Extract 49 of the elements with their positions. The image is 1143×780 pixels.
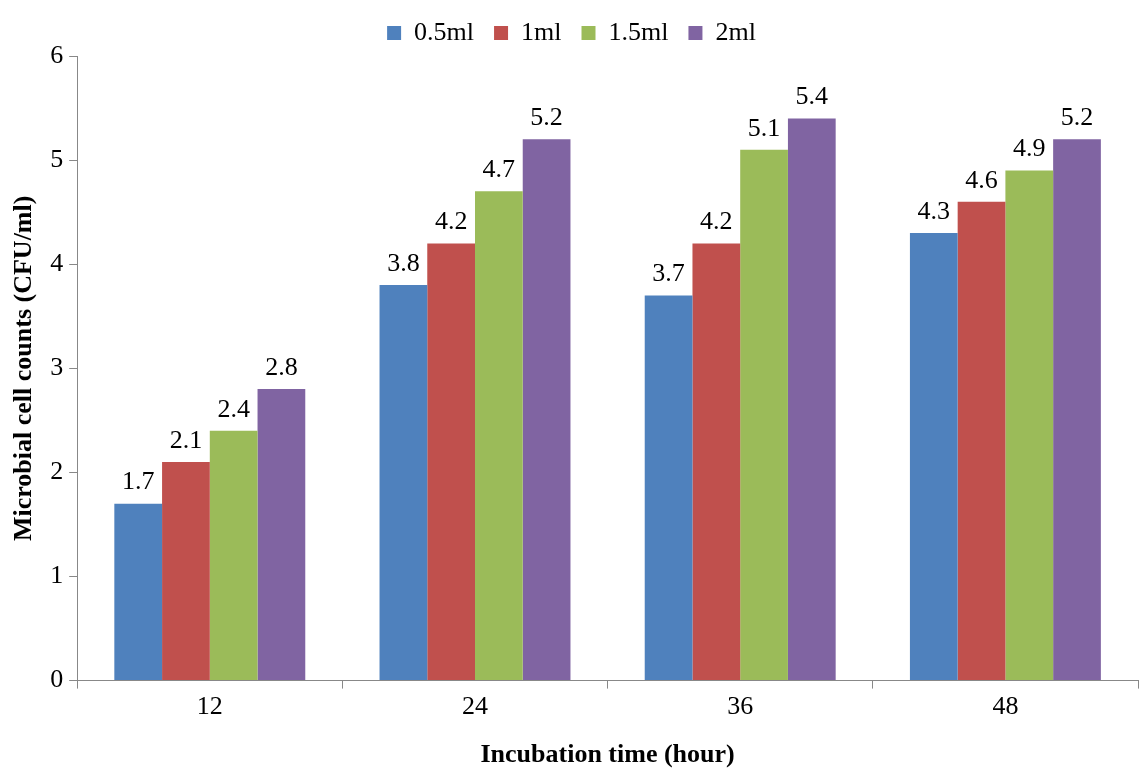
data-label: 5.1 bbox=[747, 112, 781, 142]
x-axis-title: Incubation time (hour) bbox=[480, 739, 735, 769]
data-label: 4.6 bbox=[965, 164, 998, 194]
y-tick-label: 2 bbox=[50, 456, 64, 486]
y-tick-label: 3 bbox=[50, 352, 64, 382]
bar bbox=[427, 243, 475, 681]
data-label: 4.3 bbox=[917, 195, 951, 225]
data-label: 2.4 bbox=[217, 393, 250, 423]
y-tick-label: 0 bbox=[50, 664, 64, 694]
data-label: 4.9 bbox=[1013, 133, 1046, 163]
bar bbox=[740, 149, 788, 681]
bar bbox=[644, 295, 693, 681]
bar bbox=[522, 139, 571, 681]
bar bbox=[1005, 170, 1054, 681]
bar bbox=[379, 285, 428, 681]
legend-label: 1ml bbox=[521, 16, 562, 46]
x-tick-label: 12 bbox=[196, 691, 223, 721]
bar bbox=[257, 389, 306, 681]
data-label: 1.7 bbox=[121, 466, 155, 496]
data-label: 5.4 bbox=[795, 81, 829, 111]
bar bbox=[1053, 139, 1101, 681]
bar bbox=[209, 430, 258, 681]
bar bbox=[475, 191, 523, 681]
data-label: 2.8 bbox=[265, 351, 298, 381]
data-label: 4.2 bbox=[434, 206, 468, 236]
data-label: 5.2 bbox=[1060, 102, 1094, 132]
bar bbox=[957, 201, 1006, 681]
x-tick-label: 36 bbox=[727, 691, 754, 721]
legend-label: 0.5ml bbox=[414, 16, 475, 46]
bar bbox=[909, 232, 958, 681]
y-axis-title: Microbial cell counts (CFU/ml) bbox=[8, 195, 38, 541]
y-tick-label: 4 bbox=[50, 248, 64, 278]
x-tick-label: 48 bbox=[992, 691, 1019, 721]
x-tick-label: 24 bbox=[462, 691, 488, 721]
data-label: 5.2 bbox=[530, 102, 563, 132]
data-label: 2.1 bbox=[169, 424, 203, 454]
data-label: 4.2 bbox=[700, 206, 733, 236]
y-tick-label: 5 bbox=[50, 143, 64, 173]
bar bbox=[162, 461, 210, 681]
y-tick-label: 6 bbox=[50, 39, 64, 69]
bar bbox=[692, 243, 741, 681]
bar bbox=[114, 503, 163, 681]
legend-label: 2ml bbox=[715, 16, 756, 46]
bar bbox=[787, 118, 836, 681]
data-label: 3.7 bbox=[652, 258, 685, 288]
data-label: 4.7 bbox=[482, 154, 516, 184]
y-tick-label: 1 bbox=[50, 560, 64, 590]
legend-label: 1.5ml bbox=[608, 16, 669, 46]
data-label: 3.8 bbox=[387, 247, 420, 277]
